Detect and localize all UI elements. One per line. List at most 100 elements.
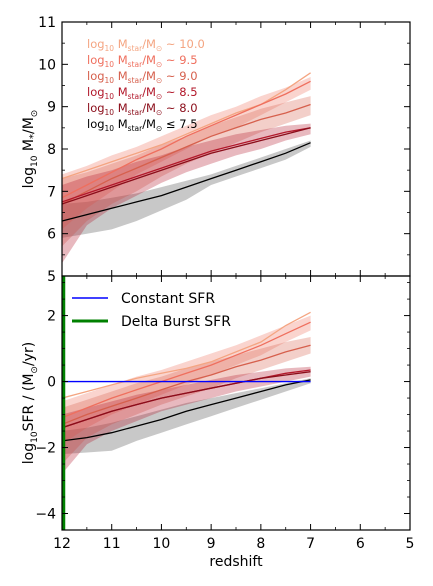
legend-log: log <box>87 53 105 67</box>
legend-sun: ⊙ <box>156 124 162 133</box>
legend-rel: ~ 9.0 <box>162 69 197 83</box>
y-tick-label: 7 <box>47 184 56 200</box>
x-axis-label: redshift <box>209 554 263 570</box>
series-line-5 <box>62 379 311 442</box>
series-line-2 <box>62 103 311 205</box>
legend-rel: ~ 10.0 <box>162 37 205 51</box>
legend-log: log <box>87 69 105 83</box>
legend-mstar: star <box>128 108 143 117</box>
series-band-1 <box>62 77 311 230</box>
y-tick-label: 5 <box>47 269 56 285</box>
legend-mid: /M <box>142 37 156 51</box>
legend-mid: /M <box>142 85 156 99</box>
x-tick-label: 10 <box>153 536 171 552</box>
series-band-3 <box>62 123 311 264</box>
legend-label-4: log10 Mstar/M⊙ ~ 8.0 <box>87 101 198 117</box>
y-axis-label-sub: 10 <box>30 155 40 167</box>
legend-log: log <box>87 37 105 51</box>
legend-rel: ~ 8.0 <box>162 101 197 115</box>
legend-log: log <box>87 101 105 115</box>
y-tick-label: 0 <box>47 375 56 391</box>
y-axis-label-sun: ⊙ <box>30 110 40 118</box>
legend-sub: 10 <box>105 124 115 133</box>
plot-area <box>62 276 311 530</box>
legend-m: M <box>114 117 128 131</box>
y-axis-label-sun: ⊙ <box>30 366 40 374</box>
series-line-5 <box>62 142 311 222</box>
y-axis-label-sub: 10 <box>30 431 40 443</box>
x-tick-label: 11 <box>103 536 121 552</box>
legend-mstar: star <box>128 44 143 53</box>
legend-sun: ⊙ <box>156 76 162 85</box>
legend-label-1: log10 Mstar/M⊙ ~ 9.5 <box>87 53 198 69</box>
series-line-4 <box>62 127 311 205</box>
legend-mid: /M <box>142 69 156 83</box>
legend-m: M <box>114 53 128 67</box>
y-axis-label-main: log <box>21 167 37 188</box>
legend-mid: /M <box>142 53 156 67</box>
y-axis-label-sep: /M <box>21 117 37 134</box>
legend-m: M <box>114 101 128 115</box>
legend-label-0: Constant SFR <box>121 291 215 307</box>
legend-log: log <box>87 85 105 99</box>
y-tick-label: 11 <box>38 15 56 31</box>
y-tick-label: 8 <box>47 142 56 158</box>
legend-label-3: log10 Mstar/M⊙ ~ 8.5 <box>87 85 198 101</box>
series-line-0 <box>62 72 311 180</box>
legend-label-2: log10 Mstar/M⊙ ~ 9.0 <box>87 69 198 85</box>
legend-m: M <box>114 69 128 83</box>
x-tick-label: 5 <box>406 536 415 552</box>
legend-label-0: log10 Mstar/M⊙ ~ 10.0 <box>87 37 205 53</box>
series-band-2 <box>62 337 311 464</box>
y-tick-label: −4 <box>35 507 56 523</box>
legend-label-1: Delta Burst SFR <box>121 314 231 330</box>
legend-rel: ≤ 7.5 <box>162 117 197 131</box>
y-tick-label: 6 <box>47 227 56 243</box>
legend-m: M <box>114 85 128 99</box>
series-band-1 <box>62 315 311 445</box>
y-axis-label: log10SFR / (M⊙/yr) <box>21 342 40 464</box>
legend-mstar: star <box>128 76 143 85</box>
legend-log: log <box>87 117 105 131</box>
y-axis-label: log10 M*/M⊙ <box>21 110 40 189</box>
legend-sub: 10 <box>105 44 115 53</box>
y-axis-label-end: /yr) <box>21 342 37 366</box>
series-line-0 <box>62 311 311 399</box>
legend-mstar: star <box>128 60 143 69</box>
legend-m: M <box>114 37 128 51</box>
x-tick-label: 7 <box>306 536 315 552</box>
legend-sun: ⊙ <box>156 44 162 53</box>
legend-rel: ~ 8.5 <box>162 85 197 99</box>
series-line-3 <box>62 127 311 203</box>
legend-mid: /M <box>142 117 156 131</box>
legend-sub: 10 <box>105 76 115 85</box>
y-axis-label-tail: SFR / (M <box>21 374 37 432</box>
y-axis-label-tail: M <box>21 139 37 156</box>
legend-sub: 10 <box>105 108 115 117</box>
y-tick-label: −2 <box>35 441 56 457</box>
legend-sub: 10 <box>105 92 115 101</box>
series-band-5 <box>62 378 311 455</box>
y-tick-label: 2 <box>47 309 56 325</box>
series-line-4 <box>62 371 311 429</box>
y-tick-label: 9 <box>47 100 56 116</box>
series-band-3 <box>62 366 311 474</box>
legend-mstar: star <box>128 124 143 133</box>
legend-mid: /M <box>142 101 156 115</box>
legend-sub: 10 <box>105 60 115 69</box>
x-tick-label: 12 <box>53 536 71 552</box>
series-line-1 <box>62 80 311 199</box>
legend-mstar: star <box>128 92 143 101</box>
sfr-panel: −4 −2 0 2 12 11 10 9 8 7 6 5 redshift log10SFR / (M⊙/… <box>21 275 415 570</box>
legend-label-5: log10 Mstar/M⊙ ≤ 7.5 <box>87 117 198 133</box>
y-tick-label: 10 <box>38 57 56 73</box>
plot-area <box>62 72 311 264</box>
legend-sun: ⊙ <box>156 60 162 69</box>
series-line-1 <box>62 321 311 419</box>
x-tick-label: 6 <box>356 536 365 552</box>
legend-sun: ⊙ <box>156 108 162 117</box>
x-tick-label: 9 <box>207 536 216 552</box>
x-tick-label: 8 <box>256 536 265 552</box>
